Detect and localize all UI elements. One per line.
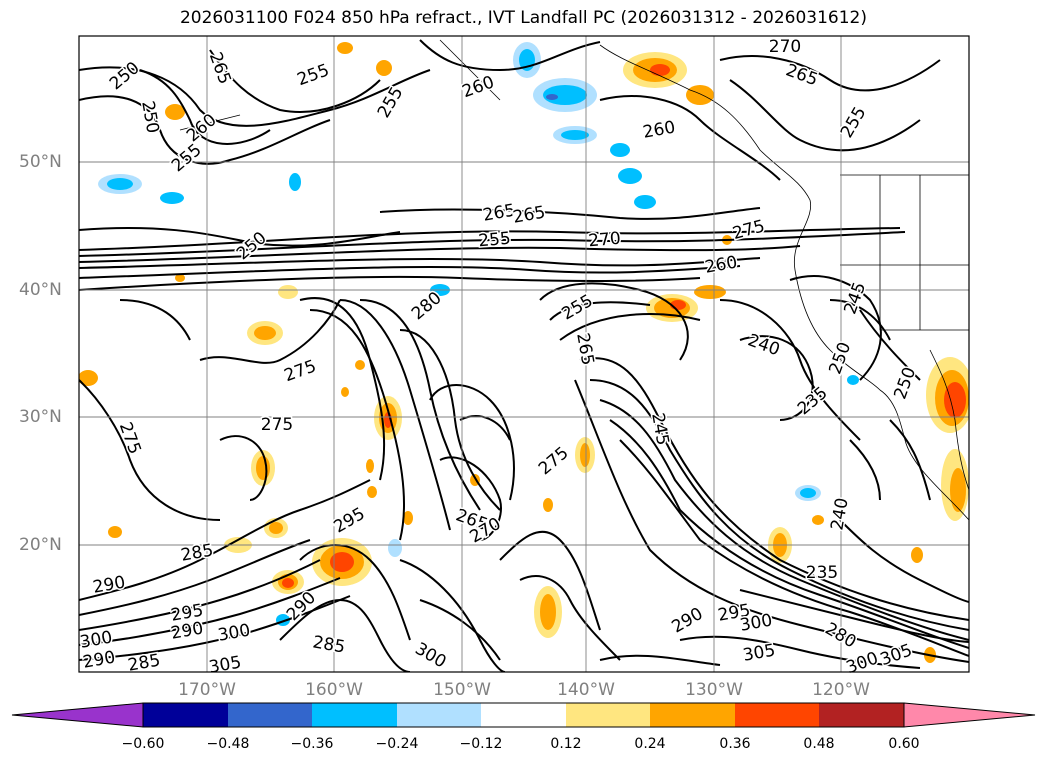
contour-label: 245: [647, 411, 672, 446]
colorbar-tick: 0.24: [634, 736, 666, 752]
contour-label: 275: [261, 415, 293, 435]
map-title: 2026031100 F024 850 hPa refract., IVT La…: [179, 8, 867, 28]
contour-label: 270: [588, 229, 622, 252]
colorbar-tick: −0.48: [206, 736, 250, 752]
contour-label: 295: [330, 504, 368, 538]
contour-label: 300: [411, 639, 449, 673]
coastlines: [179, 39, 969, 521]
colorbar-tick: 0.60: [888, 736, 920, 752]
contour-label: 255: [558, 291, 596, 325]
contour-label: 260: [641, 117, 676, 142]
contour-label: 305: [207, 652, 242, 677]
contour-label: 275: [282, 356, 319, 386]
colorbar-tick: 0.48: [803, 736, 835, 752]
colorbar-tick: −0.36: [290, 736, 334, 752]
contour-label: 290: [169, 618, 204, 643]
contour-label: 305: [741, 640, 776, 665]
shading-layer: [79, 42, 969, 663]
lon-label-120w: 120°W: [812, 680, 870, 700]
contour-label: 255: [837, 103, 871, 141]
contour-label: 265: [205, 50, 235, 87]
colorbar: [11, 702, 1036, 728]
lon-label-150w: 150°W: [433, 680, 491, 700]
contour-label: 290: [668, 604, 706, 638]
colorbar-tick: −0.60: [121, 736, 165, 752]
contour-label: 275: [115, 420, 145, 457]
contour-label: 290: [81, 647, 116, 672]
contour-label: 250: [106, 58, 144, 94]
contour-lines: [79, 39, 969, 672]
contour-label: 255: [478, 229, 512, 252]
contour-label: 235: [806, 563, 838, 583]
contour-label: 260: [460, 72, 497, 102]
contour-label: 255: [295, 60, 332, 90]
contour-label: 280: [821, 619, 859, 653]
contour-label: 240: [745, 330, 782, 360]
colorbar-tick: −0.12: [459, 736, 503, 752]
contour-label: 265: [511, 202, 546, 227]
lat-label-30n: 30°N: [19, 407, 62, 427]
contour-label: 300: [844, 648, 881, 678]
colorbar-tick: 0.12: [550, 736, 582, 752]
contour-label: 285: [179, 540, 214, 565]
contour-label: 265: [572, 331, 597, 366]
map-frame: [78, 35, 970, 673]
contour-label: 240: [827, 496, 852, 531]
contour-label: 275: [535, 443, 573, 479]
contour-label: 250: [233, 228, 271, 264]
colorbar-tick: 0.36: [719, 736, 751, 752]
lat-label-50n: 50°N: [19, 152, 62, 172]
contour-label: 260: [703, 252, 738, 277]
contour-label: 275: [730, 216, 767, 244]
lat-label-40n: 40°N: [19, 280, 62, 300]
lat-label-20n: 20°N: [19, 535, 62, 555]
lon-label-170w: 170°W: [178, 680, 236, 700]
lon-label-130w: 130°W: [685, 680, 743, 700]
contour-label: 270: [769, 37, 801, 57]
contour-label: 265: [783, 60, 820, 90]
graticule: [79, 36, 969, 672]
contour-label: 300: [738, 610, 773, 635]
contour-label: 285: [311, 632, 346, 657]
contour-label: 250: [137, 99, 162, 134]
contour-label: 290: [91, 572, 126, 597]
colorbar-tick: −0.24: [375, 736, 419, 752]
contour-label: 255: [374, 83, 408, 121]
lon-label-160w: 160°W: [305, 680, 363, 700]
contour-label: 250: [825, 340, 855, 377]
lon-label-140w: 140°W: [557, 680, 615, 700]
contour-label: 250: [890, 365, 920, 402]
contour-label: 255: [168, 140, 206, 176]
contour-label: 300: [216, 620, 251, 645]
